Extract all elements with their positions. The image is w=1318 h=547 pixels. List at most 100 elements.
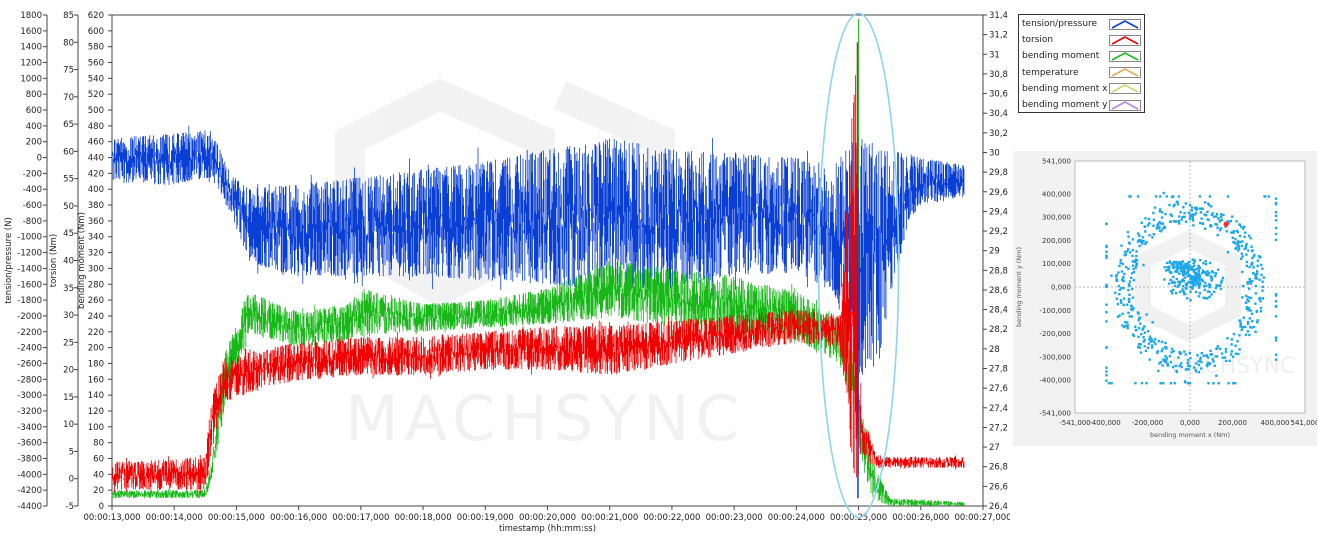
scatter-point — [1194, 283, 1197, 286]
scatter-point — [1165, 195, 1169, 198]
scatter-point — [1274, 300, 1278, 303]
scatter-point — [1206, 290, 1210, 293]
y-tick-label: 440 — [88, 154, 104, 164]
scatter-point — [1158, 229, 1162, 232]
y-tick-label: -3200 — [17, 407, 42, 417]
legend-label: bending moment x — [1022, 83, 1108, 94]
y-tick-label: 26,8 — [989, 463, 1008, 473]
scatter-point — [1177, 283, 1181, 287]
legend-item[interactable]: temperature — [1022, 65, 1141, 81]
scatter-point — [1246, 322, 1250, 326]
scatter-point — [1131, 287, 1134, 291]
scatter-point — [1210, 225, 1213, 228]
scatter-point — [1200, 367, 1203, 370]
scatter-point — [1162, 358, 1165, 361]
y-tick-label: 540 — [88, 74, 104, 84]
scatter-point — [1210, 213, 1214, 217]
scatter-point — [1193, 272, 1197, 275]
scatter-point — [1239, 323, 1242, 326]
scatter-point — [1215, 223, 1219, 226]
scatter-point — [1190, 209, 1193, 212]
scatter-point — [1198, 291, 1202, 295]
scatter-point — [1158, 220, 1161, 224]
scatter-point — [1122, 325, 1126, 329]
scatter-point — [1105, 366, 1108, 369]
x-tick-label: 00:00:15,000 — [208, 513, 265, 523]
scatter-point — [1239, 321, 1242, 325]
scatter-point — [1159, 382, 1162, 385]
scatter-point — [1218, 228, 1222, 232]
scatter-point — [1196, 277, 1199, 280]
scatter-point — [1274, 336, 1278, 340]
x-axis: 00:00:13,000 00:00:14,000 00:00:15,000 00:0… — [83, 506, 1010, 534]
scatter-point — [1210, 270, 1214, 273]
chart-legend: tension/pressure torsion bending moment tem… — [1018, 14, 1145, 113]
scatter-point — [1274, 197, 1278, 200]
scatter-point — [1248, 280, 1252, 283]
scatter-point — [1165, 358, 1168, 362]
scatter-point — [1245, 264, 1249, 268]
legend-item[interactable]: tension/pressure — [1022, 16, 1141, 32]
scatter-point — [1197, 264, 1200, 268]
x-tick-label: 00:00:13,000 — [83, 513, 140, 523]
y-tick-label: 480 — [88, 122, 104, 132]
scatter-point — [1170, 351, 1173, 354]
scatter-point — [1230, 231, 1233, 234]
scatter-point — [1203, 297, 1207, 300]
scatter-point — [1274, 293, 1278, 296]
scatter-point — [1188, 364, 1192, 368]
scatter-point — [1191, 286, 1194, 289]
y-tick-label: 29,6 — [989, 188, 1008, 198]
scatter-point — [1258, 297, 1261, 301]
scatter-point — [1219, 215, 1223, 219]
y-tick-label: 80 — [63, 38, 74, 48]
scatter-point — [1156, 223, 1159, 227]
scatter-point — [1176, 270, 1179, 274]
scatter-point — [1216, 345, 1220, 348]
scatter-point — [1194, 368, 1197, 372]
legend-label: temperature — [1022, 67, 1079, 78]
scatter-point — [1189, 356, 1192, 360]
y-tick-label: 65 — [63, 120, 74, 130]
scatter-point — [1256, 259, 1260, 262]
scatter-point — [1169, 220, 1172, 223]
scatter-point — [1192, 284, 1196, 287]
scatter-point — [1224, 347, 1228, 351]
scatter-point — [1184, 202, 1187, 205]
scatter-point — [1182, 206, 1185, 209]
y-tick-label: -1400 — [17, 264, 42, 274]
legend-item[interactable]: bending moment x — [1022, 81, 1141, 97]
scatter-point — [1139, 322, 1142, 325]
scatter-point — [1123, 272, 1126, 276]
scatter-point — [1172, 280, 1175, 283]
y-tick-label: -200 — [23, 169, 42, 179]
scatter-point — [1170, 347, 1174, 351]
scatter-point — [1253, 273, 1257, 276]
scatter-point — [1115, 274, 1118, 277]
scatter-point — [1184, 368, 1188, 371]
scatter-point — [1150, 339, 1154, 342]
scatter-point — [1182, 290, 1185, 293]
scatter-point — [1161, 222, 1165, 225]
scatter-point — [1252, 325, 1256, 329]
scatter-point — [1238, 234, 1242, 238]
scatter-point — [1239, 319, 1242, 322]
legend-item[interactable]: bending moment y — [1022, 97, 1141, 113]
scatter-point — [1241, 240, 1244, 243]
scatter-point — [1174, 270, 1177, 273]
legend-item[interactable]: torsion — [1022, 32, 1141, 48]
y-tick-label: -4200 — [17, 486, 42, 496]
y-tick-label: 620 — [88, 11, 104, 21]
scatter-point — [1125, 266, 1128, 269]
scatter-point — [1274, 226, 1278, 230]
scatter-point — [1231, 236, 1234, 240]
scatter-point — [1160, 340, 1164, 344]
legend-item[interactable]: bending moment — [1022, 48, 1141, 64]
y-tick-label: -600 — [23, 201, 42, 211]
scatter-point — [1174, 220, 1178, 223]
scatter-point — [1122, 286, 1125, 290]
y-tick-label: 180 — [88, 359, 104, 369]
scatter-point — [1254, 274, 1258, 278]
legend-swatch-icon — [1109, 99, 1141, 111]
y-tick-label: 70 — [63, 93, 74, 103]
